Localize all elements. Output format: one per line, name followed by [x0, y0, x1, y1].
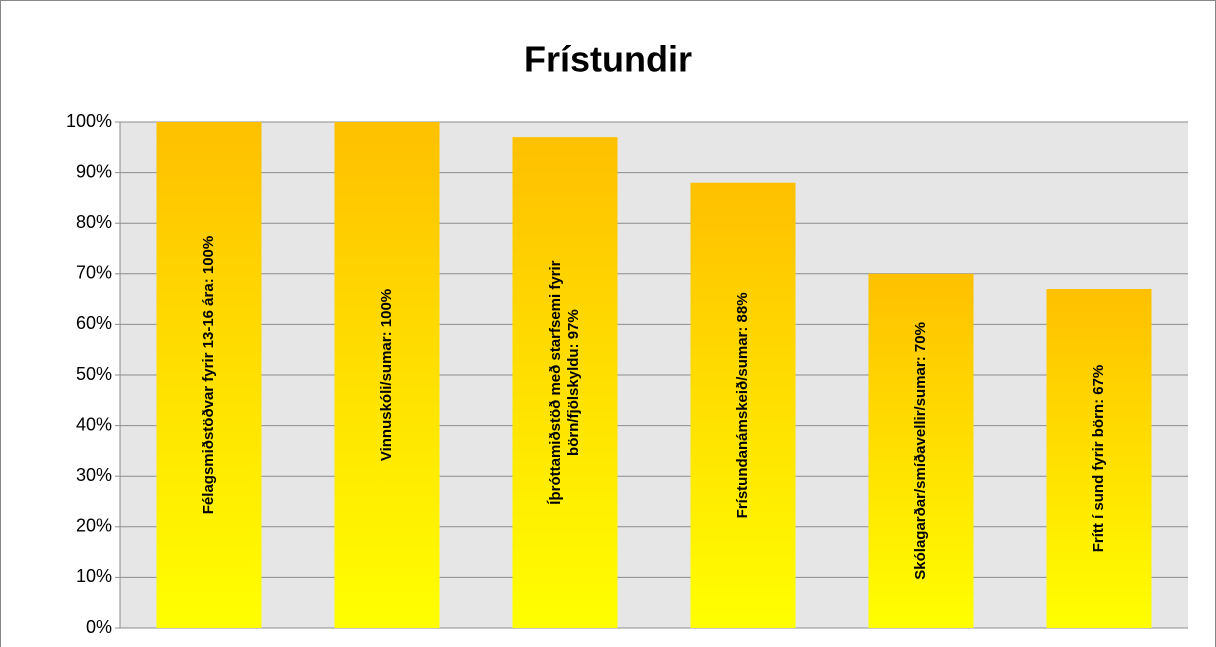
data-label: Frítt í sund fyrir börn: 67%: [1090, 365, 1107, 553]
y-tick-label: 70%: [76, 263, 112, 283]
bar: [1046, 288, 1152, 628]
bar: [156, 122, 262, 628]
bar: [512, 137, 618, 628]
y-tick-label: 30%: [76, 465, 112, 485]
bar: [334, 122, 440, 628]
y-tick-label: 0%: [86, 617, 112, 637]
chart-title: Frístundir: [524, 39, 692, 80]
data-label: Skólagarðar/smíðavellir/sumar: 70%: [912, 322, 929, 580]
y-tick-label: 50%: [76, 364, 112, 384]
bar: [868, 273, 974, 628]
y-tick-label: 20%: [76, 516, 112, 536]
data-label: Vinnuskóli/sumar: 100%: [378, 289, 395, 461]
y-tick-label: 90%: [76, 161, 112, 181]
y-tick-label: 60%: [76, 313, 112, 333]
y-tick-label: 80%: [76, 212, 112, 232]
data-label: Frístundanámskeið/sumar: 88%: [734, 292, 751, 518]
y-tick-label: 10%: [76, 566, 112, 586]
data-label: Félagsmiðstöðvar fyrir 13-16 ára: 100%: [200, 236, 217, 514]
bar: [690, 182, 796, 628]
data-label: Íþróttamiðstöð með starfsemi fyrirbörn/f…: [547, 260, 582, 504]
y-tick-label: 40%: [76, 414, 112, 434]
y-tick-label: 100%: [66, 111, 112, 131]
